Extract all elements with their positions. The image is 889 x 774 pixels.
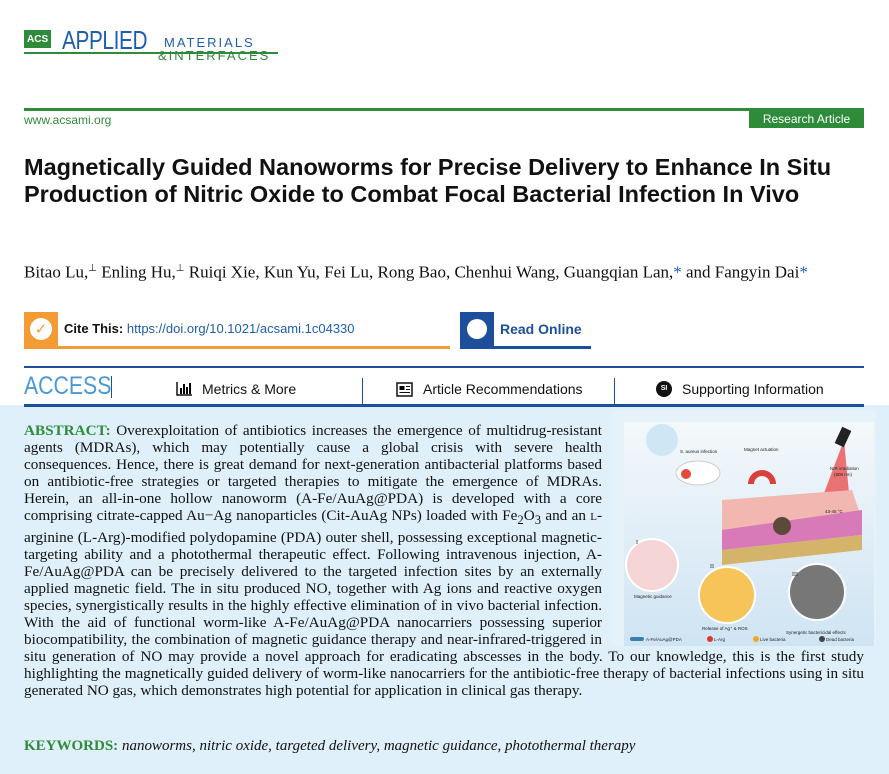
access-rule bbox=[24, 366, 864, 368]
fig-label: III bbox=[792, 572, 798, 578]
fig-label: Synergetic bactericidal effects bbox=[786, 630, 846, 635]
abstract-text: -arginine (L-Arg)-modified polydopamine … bbox=[24, 507, 864, 700]
abstract-text: and an bbox=[541, 507, 591, 524]
legend-label: Dead bacteria bbox=[826, 637, 855, 642]
divider bbox=[362, 378, 363, 404]
legend-label: L-Arg bbox=[714, 637, 726, 642]
divider bbox=[614, 378, 615, 404]
read-online-button[interactable]: Read Online bbox=[460, 312, 591, 349]
check-icon: ✓ bbox=[24, 312, 58, 346]
legend-label: A-Fe/AuAg@PDA bbox=[646, 637, 682, 642]
fig-label: Release of Ag⁺ & ROS bbox=[702, 626, 748, 631]
journal-logo[interactable]: ACS APPLIED MATERIALS &INTERFACES bbox=[24, 25, 284, 63]
newspaper-icon bbox=[396, 381, 413, 397]
bar-chart-icon bbox=[176, 382, 192, 396]
fig-label: (808 nm) bbox=[834, 472, 853, 477]
corresponding-mark[interactable]: * bbox=[799, 262, 808, 282]
tab-article-recommendations[interactable]: Article Recommendations bbox=[396, 381, 583, 397]
inset-ii bbox=[698, 566, 756, 624]
journal-url[interactable]: www.acsami.org bbox=[24, 113, 112, 127]
logo-acs: ACS bbox=[24, 30, 52, 48]
fig-label: Magnetic guidance bbox=[634, 594, 672, 599]
mouse-icon bbox=[675, 460, 721, 486]
abstract-text: O bbox=[523, 507, 535, 524]
article-type-badge: Research Article bbox=[749, 110, 864, 128]
abstract-label: ABSTRACT: bbox=[24, 422, 111, 439]
cite-this: ✓ Cite This: https://doi.org/10.1021/acs… bbox=[24, 312, 450, 349]
equal-contribution-mark: ⊥ bbox=[175, 263, 185, 274]
article-title: Magnetically Guided Nanoworms for Precis… bbox=[24, 154, 832, 207]
toc-illustration: S. aureus infection Magnet actuation NIR… bbox=[624, 422, 874, 646]
subscript: 3 bbox=[534, 513, 542, 528]
tab-label: Article Recommendations bbox=[423, 381, 583, 397]
logo-applied: APPLIED bbox=[62, 25, 148, 55]
doi-link[interactable]: https://doi.org/10.1021/acsami.1c04330 bbox=[126, 321, 355, 336]
equal-contribution-mark: ⊥ bbox=[88, 263, 97, 274]
toc-graphic[interactable]: S. aureus infection Magnet actuation NIR… bbox=[612, 410, 876, 646]
legend-label: Live bacteria bbox=[760, 637, 786, 642]
logo-materials: MATERIALS bbox=[164, 35, 255, 50]
globe-icon bbox=[460, 312, 494, 346]
fig-label: 43-45 °C bbox=[825, 509, 844, 514]
corresponding-mark[interactable]: * bbox=[673, 262, 682, 282]
tab-label: Supporting Information bbox=[682, 381, 824, 397]
logo-interfaces: &INTERFACES bbox=[158, 48, 271, 63]
fig-label: II bbox=[710, 564, 714, 570]
access-label: ACCESS bbox=[24, 372, 112, 400]
author-text[interactable]: Ruiqi Xie, Kun Yu, Fei Lu, Rong Bao, Che… bbox=[184, 262, 674, 282]
tab-metrics[interactable]: Metrics & More bbox=[176, 381, 296, 397]
cite-label: Cite This: bbox=[64, 321, 124, 336]
inset-iii bbox=[788, 563, 846, 621]
logo-divider bbox=[24, 52, 278, 54]
author-text[interactable]: and Fangyin Dai bbox=[681, 262, 800, 282]
fig-label: NIR irradiation bbox=[830, 466, 859, 471]
keywords-label: KEYWORDS: bbox=[24, 738, 119, 754]
nanoworm-bubble bbox=[646, 424, 678, 456]
divider bbox=[111, 376, 112, 398]
abstract-text: l bbox=[590, 507, 597, 524]
keywords-text: nanoworms, nitric oxide, targeted delive… bbox=[121, 738, 636, 754]
fig-label: S. aureus infection bbox=[680, 449, 718, 454]
inset-i bbox=[625, 538, 679, 592]
fig-label: I bbox=[636, 540, 638, 546]
si-icon: SI bbox=[656, 381, 672, 397]
subscript: 2 bbox=[517, 513, 524, 528]
fig-label: Magnet actuation bbox=[744, 447, 779, 452]
keywords: KEYWORDS: nanoworms, nitric oxide, targe… bbox=[24, 738, 635, 755]
tab-supporting-information[interactable]: SI Supporting Information bbox=[656, 381, 824, 397]
abstract-text: Overexploitation of antibiotics increase… bbox=[24, 422, 602, 524]
author-list: Bitao Lu,⊥ Enling Hu,⊥ Ruiqi Xie, Kun Yu… bbox=[24, 257, 874, 285]
read-online-label: Read Online bbox=[500, 321, 582, 337]
author-text[interactable]: Enling Hu, bbox=[96, 262, 176, 282]
magnet-icon bbox=[748, 470, 776, 484]
tab-label: Metrics & More bbox=[202, 381, 297, 397]
abstract: S. aureus infection Magnet actuation NIR… bbox=[24, 410, 876, 700]
header-rule bbox=[24, 108, 864, 111]
abstract-rule bbox=[24, 404, 864, 407]
author-text[interactable]: Bitao Lu, bbox=[24, 262, 89, 282]
